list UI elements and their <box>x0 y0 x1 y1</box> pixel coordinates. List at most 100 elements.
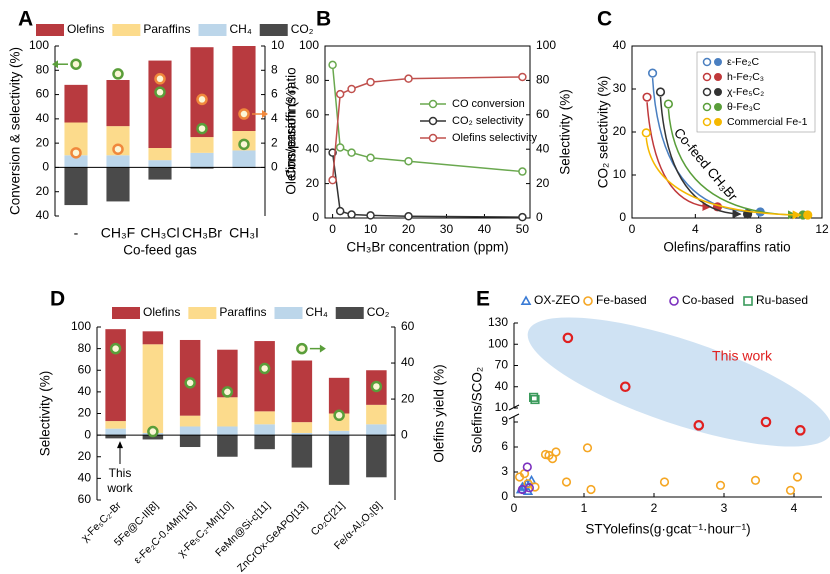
data-point <box>154 86 166 98</box>
x-tick-label: 4 <box>791 501 798 515</box>
data-point <box>335 206 345 216</box>
data-point <box>347 148 356 157</box>
legend-label: h-Fe₇C₃ <box>727 71 764 83</box>
highlight-region <box>527 317 830 447</box>
data-point <box>328 175 337 185</box>
data-point <box>366 77 375 87</box>
hint-arrowhead <box>52 60 58 69</box>
x-tick-label: 3 <box>721 501 728 515</box>
annotation: work <box>106 481 133 495</box>
annotation: This <box>109 466 132 480</box>
data-point <box>296 342 308 355</box>
legend-label: χ-Fe₅C₂ <box>727 86 764 98</box>
data-point <box>328 60 337 70</box>
y-tick-label: 40 <box>36 208 50 222</box>
y-tick-label: 20 <box>306 176 320 190</box>
y-tick-label: 100 <box>488 336 508 350</box>
y-tick-label: 10 <box>613 167 627 181</box>
bar-segment <box>179 426 201 436</box>
x-axis-label: CH₃Br concentration (ppm) <box>346 240 508 255</box>
bar-segment <box>148 148 172 161</box>
x-tick-label: 8 <box>755 222 762 236</box>
legend-label: Commercial Fe-1 <box>727 116 808 128</box>
data-point <box>404 212 413 221</box>
annotation-arrowhead <box>117 441 123 449</box>
legend-label: OX-ZEO <box>534 293 580 307</box>
trend-arrow <box>651 78 755 217</box>
data-point <box>562 332 574 344</box>
data-point <box>335 89 345 99</box>
data-point <box>347 210 356 219</box>
x-tick-label: 4 <box>692 222 699 236</box>
y-tick-label: 20 <box>78 449 92 463</box>
data-point <box>551 447 561 457</box>
bar-segment <box>217 397 238 427</box>
bar-segment <box>106 155 130 168</box>
y2-tick-label: 0 <box>536 210 543 224</box>
y-tick-label: 20 <box>36 184 50 198</box>
bar-segment <box>142 435 164 440</box>
bar-segment <box>291 432 313 436</box>
y-tick-label: 70 <box>495 358 509 372</box>
bar-segment <box>148 160 172 168</box>
bar-segment <box>366 404 387 425</box>
bar-segment <box>179 435 201 448</box>
y2-tick-label: 60 <box>401 319 415 333</box>
y-tick-label: 100 <box>29 38 49 52</box>
bar-segment <box>254 341 275 412</box>
y2-tick-label: 40 <box>401 355 415 369</box>
bar-segment <box>148 167 172 180</box>
legend-swatch <box>335 307 364 319</box>
x-tick-label: CH₃I <box>229 225 259 241</box>
data-point <box>221 386 234 398</box>
legend-marker <box>702 72 712 82</box>
data-point <box>803 210 813 220</box>
data-point <box>70 147 82 159</box>
bar-segment <box>366 424 387 436</box>
data-point <box>760 416 772 428</box>
y-tick-label: 30 <box>613 81 627 95</box>
y-tick-label: 40 <box>613 38 627 52</box>
trend-arrow <box>659 96 742 219</box>
y2-tick-label: 20 <box>536 176 550 190</box>
annotation: This work <box>712 348 773 364</box>
legend-label: CH₄ <box>306 305 328 319</box>
data-point <box>238 138 250 151</box>
legend-swatch <box>259 24 288 36</box>
legend-label: CO₂ selectivity <box>452 115 524 127</box>
data-point <box>750 475 761 485</box>
legend-marker <box>714 103 722 111</box>
bar-segment <box>291 360 313 423</box>
panel-letter: C <box>597 8 612 31</box>
bar-segment <box>105 435 126 439</box>
data-point <box>112 143 124 155</box>
y-tick-label: 20 <box>78 406 92 420</box>
y2-tick-label: 8 <box>271 62 278 76</box>
data-point <box>196 122 208 135</box>
bar-segment <box>328 430 350 436</box>
legend-label: CH₄ <box>230 22 252 36</box>
bar-segment <box>106 80 130 127</box>
series-line <box>331 64 523 173</box>
x-tick-label: 0 <box>511 501 518 515</box>
data-point <box>785 485 796 495</box>
y-tick-label: 40 <box>78 384 92 398</box>
y-tick-label: 40 <box>78 471 92 485</box>
data-point <box>404 156 413 166</box>
legend-label: ε-Fe₂C <box>727 56 760 68</box>
legend-marker <box>583 296 593 306</box>
data-point <box>663 99 674 109</box>
legend-swatch <box>188 307 217 319</box>
x-tick-label: ZnCrOx-GeAPO[13] <box>235 500 310 574</box>
legend-label: θ-Fe₃C <box>727 101 761 113</box>
data-point <box>518 212 527 222</box>
y2-tick-label: 60 <box>536 107 550 121</box>
data-point <box>335 143 345 152</box>
y2-tick-label: 10 <box>271 38 285 52</box>
plot-frame <box>324 45 531 219</box>
x-tick-label: 10 <box>364 222 378 236</box>
bar-segment <box>217 349 238 398</box>
legend-marker <box>520 295 532 305</box>
data-point <box>586 484 596 495</box>
